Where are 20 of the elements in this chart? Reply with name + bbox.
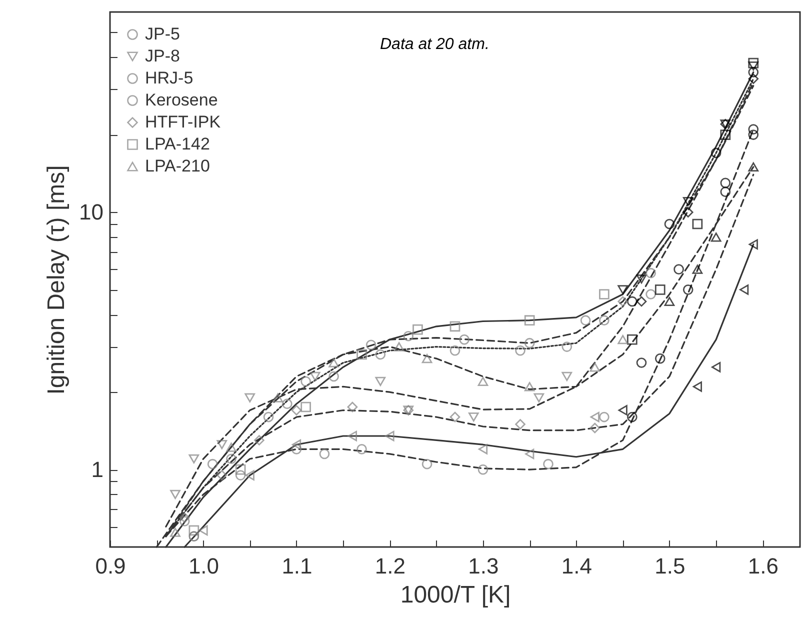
y-tick-label: 10 bbox=[79, 200, 104, 225]
legend-label: HTFT-IPK bbox=[145, 112, 222, 132]
legend-label: LPA-142 bbox=[145, 134, 210, 154]
legend-label: JP-8 bbox=[145, 46, 180, 66]
annotation: Data at 20 atm. bbox=[380, 36, 490, 53]
y-axis-title: Ignition Delay (τ) [ms] bbox=[43, 165, 70, 395]
legend-label: LPA-210 bbox=[145, 156, 210, 176]
y-tick-label: 1 bbox=[91, 457, 104, 482]
legend-label: JP-5 bbox=[145, 24, 180, 44]
x-tick-label: 1.4 bbox=[561, 554, 592, 578]
x-tick-label: 1.5 bbox=[654, 554, 686, 578]
x-tick-label: 1.1 bbox=[282, 554, 312, 578]
x-tick-label: 1.6 bbox=[748, 554, 778, 578]
legend-label: HRJ-5 bbox=[145, 68, 194, 88]
x-tick-label: 0.9 bbox=[95, 554, 126, 578]
x-axis-title: 1000/T [K] bbox=[400, 582, 511, 608]
x-tick-label: 1.0 bbox=[188, 554, 220, 578]
x-tick-label: 1.2 bbox=[374, 554, 406, 578]
x-tick-label: 1.3 bbox=[468, 554, 499, 578]
legend-label: Kerosene bbox=[145, 90, 218, 110]
